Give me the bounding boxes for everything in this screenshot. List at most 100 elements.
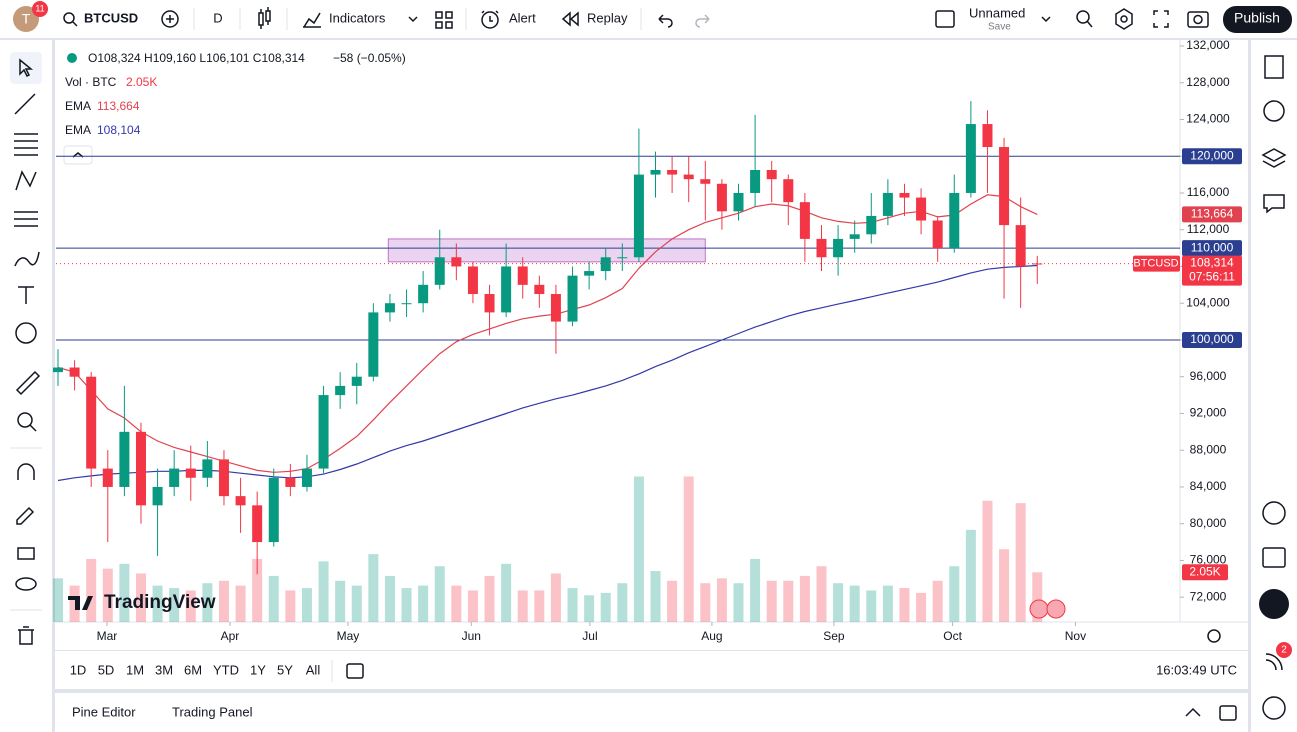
pattern-tool[interactable] [15,170,37,191]
replay-button[interactable]: Replay [587,10,628,25]
help-icon[interactable] [1262,696,1286,720]
range-button[interactable]: YTD [213,662,239,677]
notification-count: 2 [1281,645,1287,656]
volume-bar [833,583,844,622]
alerts-icon[interactable] [1263,100,1285,122]
hline-tag-label: 100,000 [1190,332,1234,346]
bottom-tab[interactable]: Trading Panel [172,704,253,719]
watchlist-icon[interactable] [1264,55,1284,79]
icon-tool[interactable] [15,322,37,344]
magnet-tool[interactable] [17,463,35,480]
price-tag-label: 108,314 [1190,256,1234,270]
indicators-icon[interactable] [303,12,321,28]
volume-bar [783,580,794,622]
lock-tool[interactable] [17,547,35,560]
candle-body [218,459,229,497]
volume-bar [335,580,346,622]
candle-body [700,179,711,184]
search-icon[interactable] [63,12,75,24]
stream-icon[interactable] [1265,653,1283,671]
lock-draw-tool[interactable] [16,506,35,525]
volume-bar [999,549,1010,622]
price-tag [1182,255,1242,286]
layout-icon[interactable] [935,10,955,28]
volume-tag-label: 2.05K [1189,564,1220,578]
layout-name[interactable]: Unnamed [969,5,1025,20]
maximize-panel[interactable] [1219,705,1237,721]
range-button[interactable]: 5Y [277,662,293,677]
candle-body [866,215,877,235]
publish-label: Publish [1234,10,1280,26]
compare-icon[interactable] [161,10,179,28]
measure-tool[interactable] [15,370,41,396]
volume-bar [700,583,711,622]
candle-body [982,124,993,148]
layers-icon[interactable] [1261,148,1287,168]
chat-icon[interactable] [1263,194,1285,214]
fullscreen-icon[interactable] [1153,10,1169,28]
volume-bar [766,580,777,622]
zoom-tool[interactable] [17,412,33,428]
candle-body [750,169,761,193]
range-button[interactable]: 5D [98,662,115,677]
bottom-tab[interactable]: Pine Editor [72,704,136,719]
volume-bar [52,578,63,622]
range-button[interactable]: 6M [184,662,202,677]
text-tool[interactable] [18,286,34,304]
alert-icon[interactable] [481,11,499,29]
ohlc-legend: O108,324 H109,160 L106,101 C108,314 [88,51,305,65]
candle-body [318,395,329,469]
chart-type-icon[interactable] [258,7,271,29]
range-button[interactable]: 1Y [250,662,266,677]
candle-body [451,257,462,267]
event-icon[interactable] [1029,599,1049,619]
dropdown-icon[interactable] [1041,16,1051,23]
cursor-tool[interactable] [19,58,34,78]
y-tick-label: 104,000 [1186,295,1230,309]
target-icon[interactable] [1262,501,1286,525]
logo-mark [68,596,93,610]
zoom-tool [29,424,37,432]
candle-body [617,257,628,259]
settings-icon [1120,15,1128,23]
replay-icon[interactable] [561,11,579,27]
trend-line-tool[interactable] [14,93,36,115]
hline-tag [1182,331,1242,348]
ema-tag-label: 113,664 [1191,207,1234,221]
axis-settings[interactable] [1207,629,1221,643]
settings-icon[interactable] [1115,8,1133,30]
ema-tag [1182,206,1242,223]
remove-tool[interactable] [18,626,34,645]
publish-button[interactable] [1223,6,1292,33]
templates-icon[interactable] [435,11,453,29]
range-button[interactable]: All [306,662,321,677]
snapshot-icon[interactable] [1187,11,1209,28]
collapse-legend[interactable] [63,145,93,165]
expand-panel[interactable] [1185,707,1201,717]
interval[interactable]: D [213,10,222,25]
event-icon[interactable] [1046,599,1066,619]
indicators-button[interactable]: Indicators [329,10,386,25]
quick-search-icon[interactable] [1076,10,1090,24]
redo-icon[interactable] [695,14,710,28]
calendar-icon[interactable] [1262,547,1286,568]
volume-bar [600,592,611,622]
symbol[interactable]: BTCUSD [84,10,138,25]
range-button[interactable]: 1D [70,662,87,677]
apps-icon[interactable] [1259,589,1289,619]
y-tick-label: 132,000 [1186,38,1230,52]
hline-tag-label: 110,000 [1191,240,1234,254]
forecast-tool[interactable] [14,211,38,227]
range-button[interactable]: 1M [126,662,144,677]
range-button[interactable]: 3M [155,662,173,677]
avatar[interactable] [13,6,39,32]
fib-tool[interactable] [14,133,38,156]
collapse-icon [72,152,84,158]
goto-date-icon[interactable] [346,663,364,679]
alert-button[interactable]: Alert [509,10,536,25]
brush-tool[interactable] [14,251,40,267]
undo-icon[interactable] [658,14,673,28]
dropdown-icon[interactable] [408,16,418,23]
visibility-tool[interactable] [15,577,37,591]
candle-body [833,238,844,258]
